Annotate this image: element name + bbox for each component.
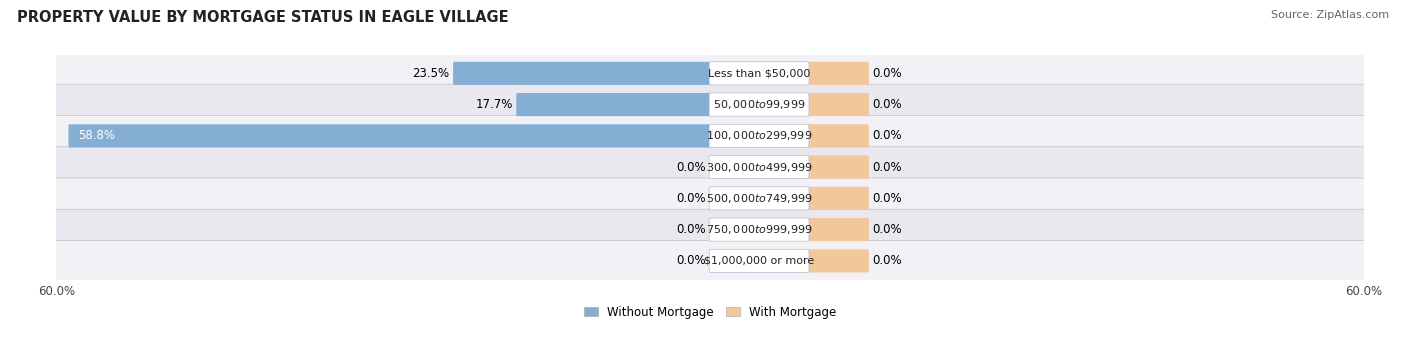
FancyBboxPatch shape [807,124,869,147]
Text: 0.0%: 0.0% [872,192,903,205]
FancyBboxPatch shape [709,93,808,116]
Text: 17.7%: 17.7% [475,98,513,111]
Text: Source: ZipAtlas.com: Source: ZipAtlas.com [1271,10,1389,20]
FancyBboxPatch shape [807,62,869,85]
FancyBboxPatch shape [516,93,711,116]
FancyBboxPatch shape [807,155,869,179]
Text: $500,000 to $749,999: $500,000 to $749,999 [706,192,813,205]
Text: 0.0%: 0.0% [872,223,903,236]
Text: PROPERTY VALUE BY MORTGAGE STATUS IN EAGLE VILLAGE: PROPERTY VALUE BY MORTGAGE STATUS IN EAG… [17,10,509,25]
Text: 0.0%: 0.0% [872,67,903,80]
Text: 0.0%: 0.0% [676,223,706,236]
Text: $300,000 to $499,999: $300,000 to $499,999 [706,161,813,174]
FancyBboxPatch shape [807,218,869,241]
FancyBboxPatch shape [709,249,808,272]
FancyBboxPatch shape [55,178,1365,219]
Text: 23.5%: 23.5% [412,67,450,80]
Text: 0.0%: 0.0% [872,98,903,111]
FancyBboxPatch shape [55,84,1365,125]
Text: 0.0%: 0.0% [676,161,706,174]
FancyBboxPatch shape [709,187,808,210]
FancyBboxPatch shape [453,62,711,85]
Text: $750,000 to $999,999: $750,000 to $999,999 [706,223,813,236]
Text: $100,000 to $299,999: $100,000 to $299,999 [706,129,813,142]
Text: 0.0%: 0.0% [872,161,903,174]
FancyBboxPatch shape [55,209,1365,250]
Text: 0.0%: 0.0% [872,254,903,267]
FancyBboxPatch shape [709,62,808,85]
Text: $1,000,000 or more: $1,000,000 or more [704,256,814,266]
FancyBboxPatch shape [69,124,711,147]
Legend: Without Mortgage, With Mortgage: Without Mortgage, With Mortgage [579,301,841,323]
Text: 0.0%: 0.0% [676,192,706,205]
FancyBboxPatch shape [807,93,869,116]
FancyBboxPatch shape [807,187,869,210]
FancyBboxPatch shape [709,155,808,179]
FancyBboxPatch shape [55,53,1365,94]
Text: 0.0%: 0.0% [676,254,706,267]
FancyBboxPatch shape [55,116,1365,156]
Text: Less than $50,000: Less than $50,000 [707,68,810,78]
FancyBboxPatch shape [55,240,1365,281]
FancyBboxPatch shape [709,218,808,241]
FancyBboxPatch shape [807,249,869,272]
FancyBboxPatch shape [709,124,808,147]
Text: 0.0%: 0.0% [872,129,903,142]
Text: $50,000 to $99,999: $50,000 to $99,999 [713,98,806,111]
Text: 58.8%: 58.8% [79,129,115,142]
FancyBboxPatch shape [55,147,1365,188]
